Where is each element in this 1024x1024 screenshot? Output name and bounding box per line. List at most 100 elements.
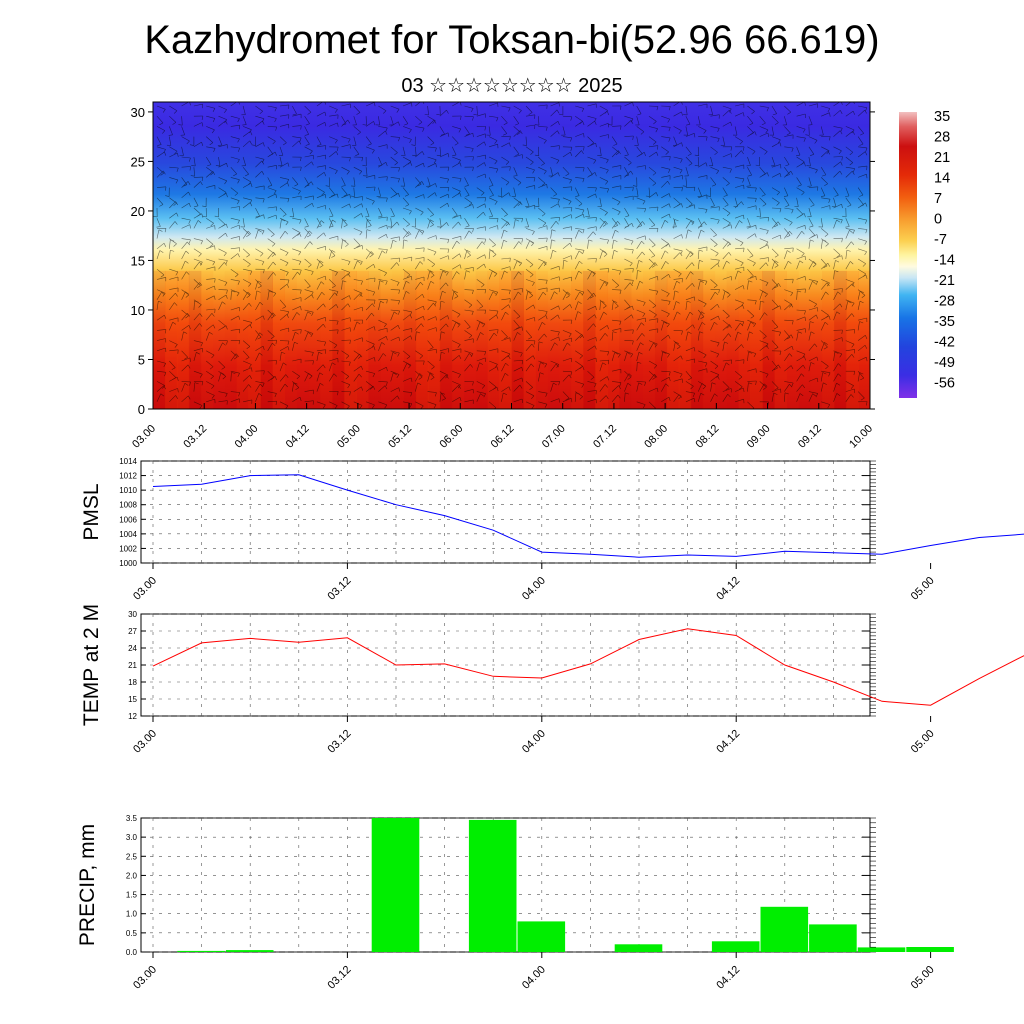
wind-barb-flag — [715, 253, 719, 257]
wind-barb — [205, 136, 214, 143]
wind-barb-flag — [431, 366, 435, 370]
wind-barb-flag — [852, 168, 855, 173]
wind-barb-flag — [473, 114, 478, 116]
wind-barb-flag — [607, 268, 610, 273]
wind-barb — [796, 146, 801, 156]
wind-barb-flag — [453, 290, 458, 293]
wind-barb-flag — [317, 144, 322, 146]
wind-barb — [267, 206, 277, 209]
wind-barb-flag — [398, 121, 400, 126]
wind-barb — [673, 248, 683, 252]
wind-barb — [599, 110, 608, 117]
wind-barb-flag — [555, 363, 559, 368]
wind-barb — [353, 228, 363, 233]
wind-barb — [218, 319, 226, 327]
wind-barb — [697, 260, 700, 270]
wind-barb — [230, 136, 240, 140]
wind-barb — [771, 105, 777, 114]
wind-barb-flag — [748, 382, 753, 385]
wind-barb — [845, 313, 853, 321]
wind-barb — [661, 180, 668, 188]
colorbar-label: -56 — [934, 376, 955, 392]
wind-barb — [255, 229, 259, 239]
wind-barb-flag — [248, 283, 252, 287]
wind-barb — [341, 327, 351, 331]
wind-barb-flag — [175, 271, 179, 276]
wind-barb — [452, 236, 461, 239]
wind-barb — [267, 342, 273, 351]
wind-barb — [697, 249, 700, 260]
wind-barb — [685, 156, 693, 164]
wind-barb-flag — [653, 407, 656, 409]
wind-barb — [513, 320, 520, 328]
wind-barb-flag — [765, 129, 769, 134]
wind-barb-flag — [349, 194, 351, 199]
wind-barb-flag — [509, 258, 511, 263]
wind-barb — [624, 218, 630, 227]
field-texture — [439, 270, 453, 409]
wind-barb-flag — [604, 281, 608, 285]
wind-barb — [255, 207, 260, 217]
wind-barb-flag — [494, 273, 498, 277]
wind-barb-flag — [321, 192, 325, 196]
wind-barb-flag — [532, 282, 535, 286]
wind-barb-flag — [717, 128, 720, 133]
field-texture — [666, 270, 680, 409]
wind-barb-flag — [287, 162, 290, 167]
wind-barb — [169, 238, 177, 245]
wind-barb — [525, 166, 535, 171]
wind-barb — [329, 401, 338, 406]
wind-barb — [710, 206, 720, 209]
wind-barb-flag — [285, 262, 289, 267]
wind-barb — [574, 187, 580, 196]
wind-barb-flag — [700, 229, 705, 233]
wind-barb — [169, 177, 178, 181]
wind-barb-flag — [786, 132, 791, 136]
wind-barb — [156, 370, 166, 373]
wind-barb — [316, 246, 326, 250]
wind-barb-flag — [361, 213, 363, 218]
y-tick-label: 3.5 — [126, 814, 138, 823]
wind-barb — [464, 389, 474, 392]
wind-barb — [218, 144, 228, 148]
wind-barb — [550, 265, 560, 270]
wind-barb-flag — [582, 121, 585, 126]
wind-barb — [488, 187, 494, 196]
wind-barb-flag — [357, 131, 361, 135]
wind-barb — [489, 225, 498, 229]
wind-barb — [242, 384, 249, 392]
wind-barb-flag — [703, 303, 707, 308]
wind-barb — [378, 216, 388, 219]
wind-barb — [329, 151, 337, 158]
wind-barb — [538, 333, 545, 341]
wind-barb-flag — [417, 183, 422, 187]
wind-barb-flag — [786, 235, 791, 238]
wind-barb — [722, 394, 728, 402]
precip-bar — [760, 906, 809, 952]
wind-barb — [341, 258, 351, 262]
wind-barb-flag — [653, 365, 658, 369]
wind-barb-flag — [226, 163, 228, 168]
y-tick-label: 1012 — [119, 472, 137, 481]
wind-barb-flag — [743, 112, 745, 117]
wind-barb — [439, 270, 444, 280]
wind-barb — [365, 219, 368, 229]
wind-barb-flag — [802, 364, 806, 369]
wind-barb — [747, 321, 751, 331]
wind-barb — [562, 397, 572, 403]
wind-barb-flag — [690, 385, 694, 390]
wind-barb-flag — [849, 162, 853, 166]
wind-barb-flag — [382, 353, 387, 357]
wind-barb — [156, 289, 166, 294]
wind-barb — [316, 102, 324, 107]
wind-barb — [673, 111, 682, 117]
wind-barb-flag — [664, 219, 669, 223]
wind-barb-flag — [273, 190, 277, 195]
wind-barb-flag — [514, 123, 519, 126]
wind-barb — [734, 381, 743, 388]
wind-barb — [525, 228, 535, 232]
wind-barb — [378, 126, 388, 129]
wind-barb-flag — [516, 316, 521, 319]
wind-barb — [316, 136, 322, 145]
y-tick-label: 0.5 — [126, 929, 138, 938]
